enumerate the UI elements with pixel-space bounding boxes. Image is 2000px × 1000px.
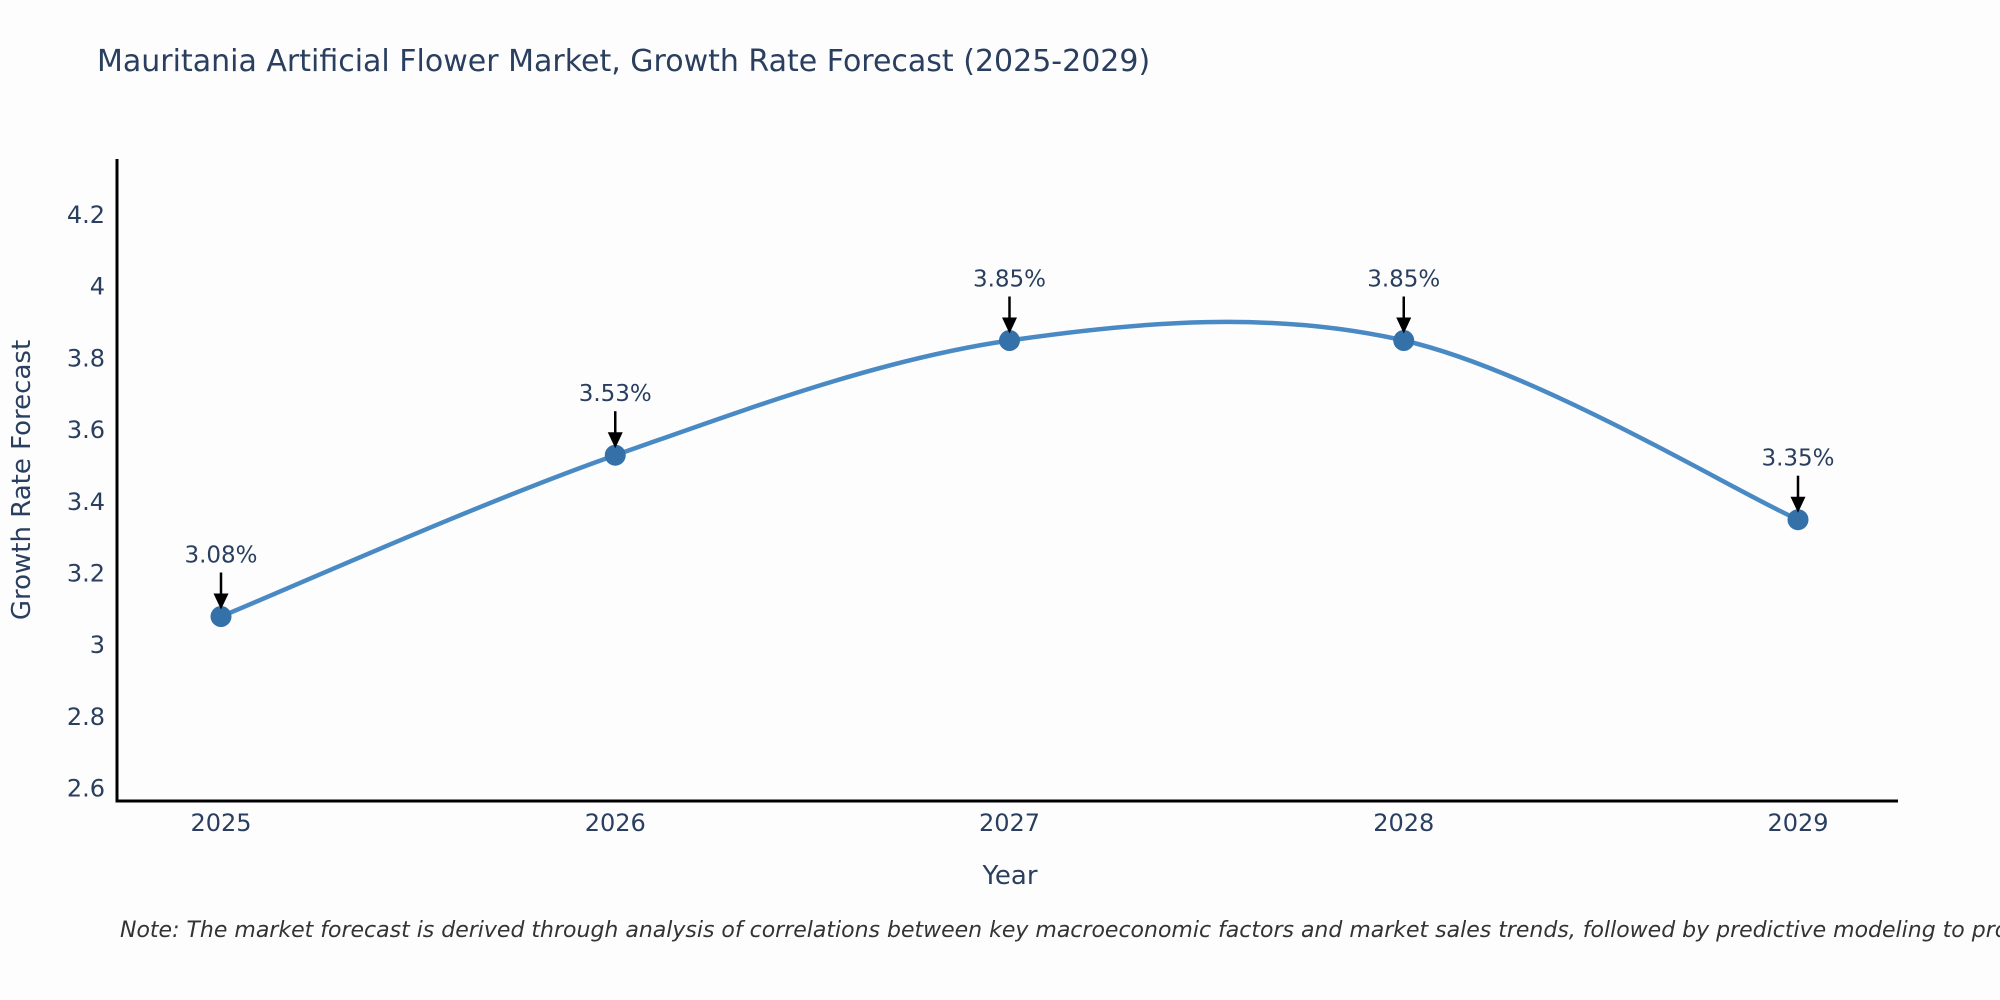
- x-tick-label: 2025: [190, 809, 251, 837]
- x-axis-ticks: 2025 2026 2027 2028 2029: [190, 809, 1828, 837]
- point-value-label: 3.85%: [1367, 267, 1440, 293]
- point-value-label: 3.85%: [973, 267, 1046, 293]
- y-axis-ticks: 2.6 2.8 3 3.2 3.4 3.6 3.8 4 4.2: [67, 201, 105, 803]
- y-tick-label: 2.8: [67, 703, 105, 731]
- annotation-arrowhead-icon: [1396, 317, 1412, 334]
- y-tick-label: 3.8: [67, 344, 105, 372]
- y-tick-label: 3.4: [67, 488, 105, 516]
- x-tick-label: 2028: [1373, 809, 1434, 837]
- x-tick-label: 2027: [979, 809, 1040, 837]
- plot-area[interactable]: [117, 160, 1898, 801]
- data-point-marker[interactable]: [1393, 330, 1415, 351]
- y-tick-label: 2.6: [67, 775, 105, 803]
- y-tick-label: 4: [90, 273, 105, 301]
- data-point-marker[interactable]: [999, 330, 1020, 351]
- x-tick-label: 2026: [585, 809, 646, 837]
- line-series: [210, 319, 1809, 627]
- point-value-label: 3.35%: [1761, 446, 1834, 472]
- point-value-label: 3.08%: [184, 543, 257, 569]
- x-axis-title: Year: [981, 861, 1037, 891]
- data-point-marker[interactable]: [1787, 509, 1809, 531]
- y-tick-label: 3.2: [67, 560, 105, 588]
- data-point-marker[interactable]: [604, 444, 626, 466]
- y-axis-title: Growth Rate Forecast: [7, 340, 37, 620]
- x-tick-label: 2029: [1767, 809, 1828, 837]
- annotation-arrowhead-icon: [1790, 496, 1806, 513]
- annotation-arrowhead-icon: [213, 593, 229, 610]
- point-value-label: 3.53%: [579, 381, 652, 407]
- y-tick-label: 3.6: [67, 416, 105, 444]
- point-annotations: 3.08% 3.53% 3.85% 3.85% 3.35%: [184, 267, 1835, 610]
- annotation-arrowhead-icon: [607, 432, 623, 449]
- y-tick-label: 4.2: [67, 201, 105, 229]
- footnote: Note: The market forecast is derived thr…: [120, 918, 2000, 943]
- y-tick-label: 3: [90, 631, 105, 659]
- chart-title: Mauritania Artificial Flower Market, Gro…: [97, 44, 1150, 79]
- data-point-marker[interactable]: [210, 606, 232, 627]
- annotation-arrowhead-icon: [1002, 317, 1017, 334]
